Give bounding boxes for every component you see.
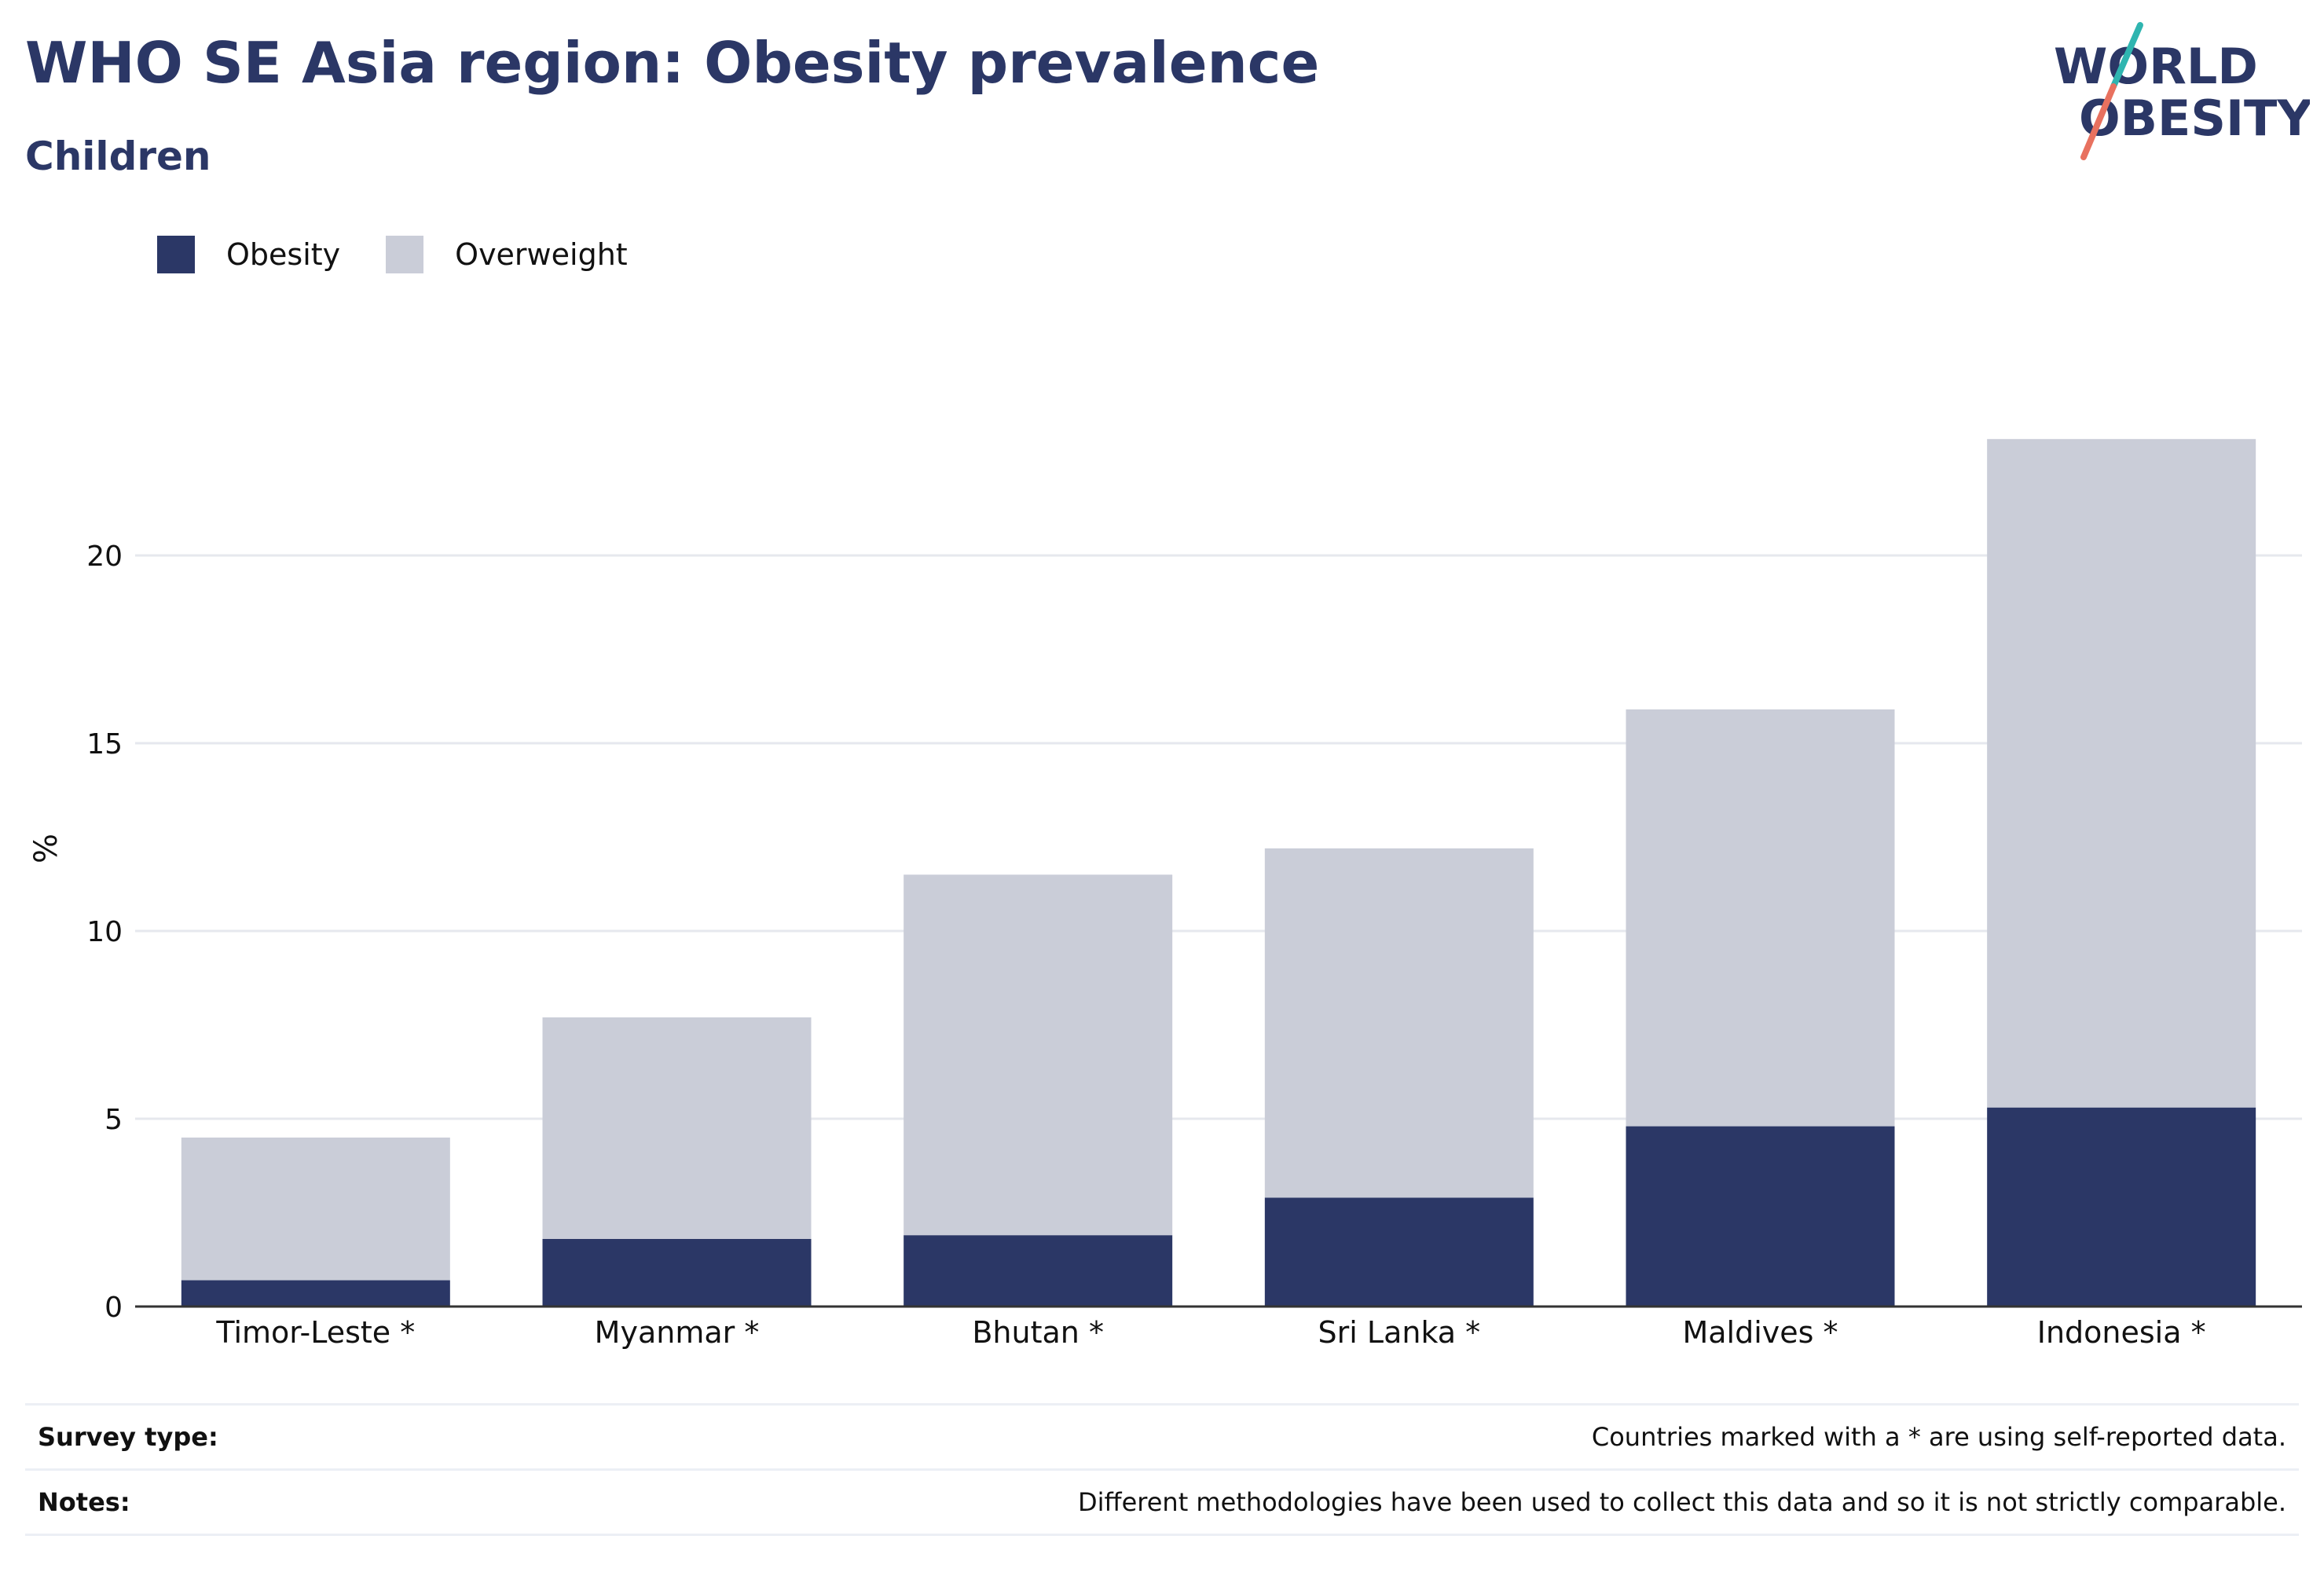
legend-item-overweight[interactable]: Overweight <box>386 236 628 273</box>
chart-title: WHO SE Asia region: Obesity prevalence <box>25 30 1320 96</box>
notes-label: Notes: <box>38 1487 130 1517</box>
legend-item-obesity[interactable]: Obesity <box>157 236 340 273</box>
notes-row: Notes: Different methodologies have been… <box>25 1468 2299 1536</box>
bar-obesity <box>1626 1126 1895 1307</box>
x-tick-label: Bhutan * <box>972 1315 1104 1350</box>
legend-label-overweight: Overweight <box>455 237 628 272</box>
bars <box>181 438 2256 1307</box>
y-tick-label: 5 <box>104 1104 123 1136</box>
logo-line-1: WORLD <box>2054 38 2258 95</box>
stacked-bar-chart: 0 5 10 15 20 Timor-Leste * Myanmar * Bhutan * S… <box>28 438 2302 1350</box>
x-tick-label: Maldives * <box>1682 1315 1838 1350</box>
bar-obesity <box>1987 1107 2256 1307</box>
bar-obesity <box>904 1235 1173 1307</box>
bar-overweight <box>181 1137 450 1281</box>
survey-type-text: Countries marked with a * are using self… <box>1591 1422 2286 1452</box>
bar-obesity <box>1264 1197 1534 1307</box>
logo-slash-bottom <box>2080 83 2117 160</box>
world-obesity-logo: WORLD OBESITY <box>2054 22 2310 160</box>
bar-overweight <box>1264 848 1534 1198</box>
y-tick-label: 0 <box>104 1292 123 1324</box>
bar-obesity <box>181 1280 450 1307</box>
logo-line-2: OBESITY <box>2079 90 2310 147</box>
x-tick-label: Timor-Leste * <box>215 1315 415 1350</box>
x-axis-ticks: Timor-Leste * Myanmar * Bhutan * Sri Lanka … <box>215 1315 2205 1350</box>
x-tick-label: Sri Lanka * <box>1318 1315 1481 1350</box>
chart-legend: Obesity Overweight <box>157 233 673 277</box>
survey-type-label: Survey type: <box>38 1422 218 1452</box>
notes-text: Different methodologies have been used t… <box>1078 1487 2286 1517</box>
chart-subtitle: Children <box>25 134 211 179</box>
logo-slash-top <box>2110 22 2143 90</box>
y-tick-label: 10 <box>86 916 123 948</box>
y-tick-label: 15 <box>86 728 123 761</box>
y-axis-label: % <box>28 834 64 863</box>
x-tick-label: Myanmar * <box>595 1315 760 1350</box>
survey-type-row: Survey type: Countries marked with a * a… <box>25 1403 2299 1468</box>
gridlines <box>135 554 2302 1120</box>
x-tick-label: Indonesia * <box>2037 1315 2206 1350</box>
y-axis-ticks: 0 5 10 15 20 <box>86 541 123 1324</box>
bar-overweight <box>1987 438 2256 1108</box>
y-tick-label: 20 <box>86 541 123 573</box>
legend-swatch-obesity <box>157 236 195 273</box>
legend-label-obesity: Obesity <box>226 237 341 272</box>
bar-overweight <box>904 874 1173 1236</box>
bar-overweight <box>542 1017 812 1239</box>
legend-swatch-overweight <box>386 236 424 273</box>
bar-obesity <box>542 1238 812 1307</box>
bar-overweight <box>1626 709 1895 1127</box>
